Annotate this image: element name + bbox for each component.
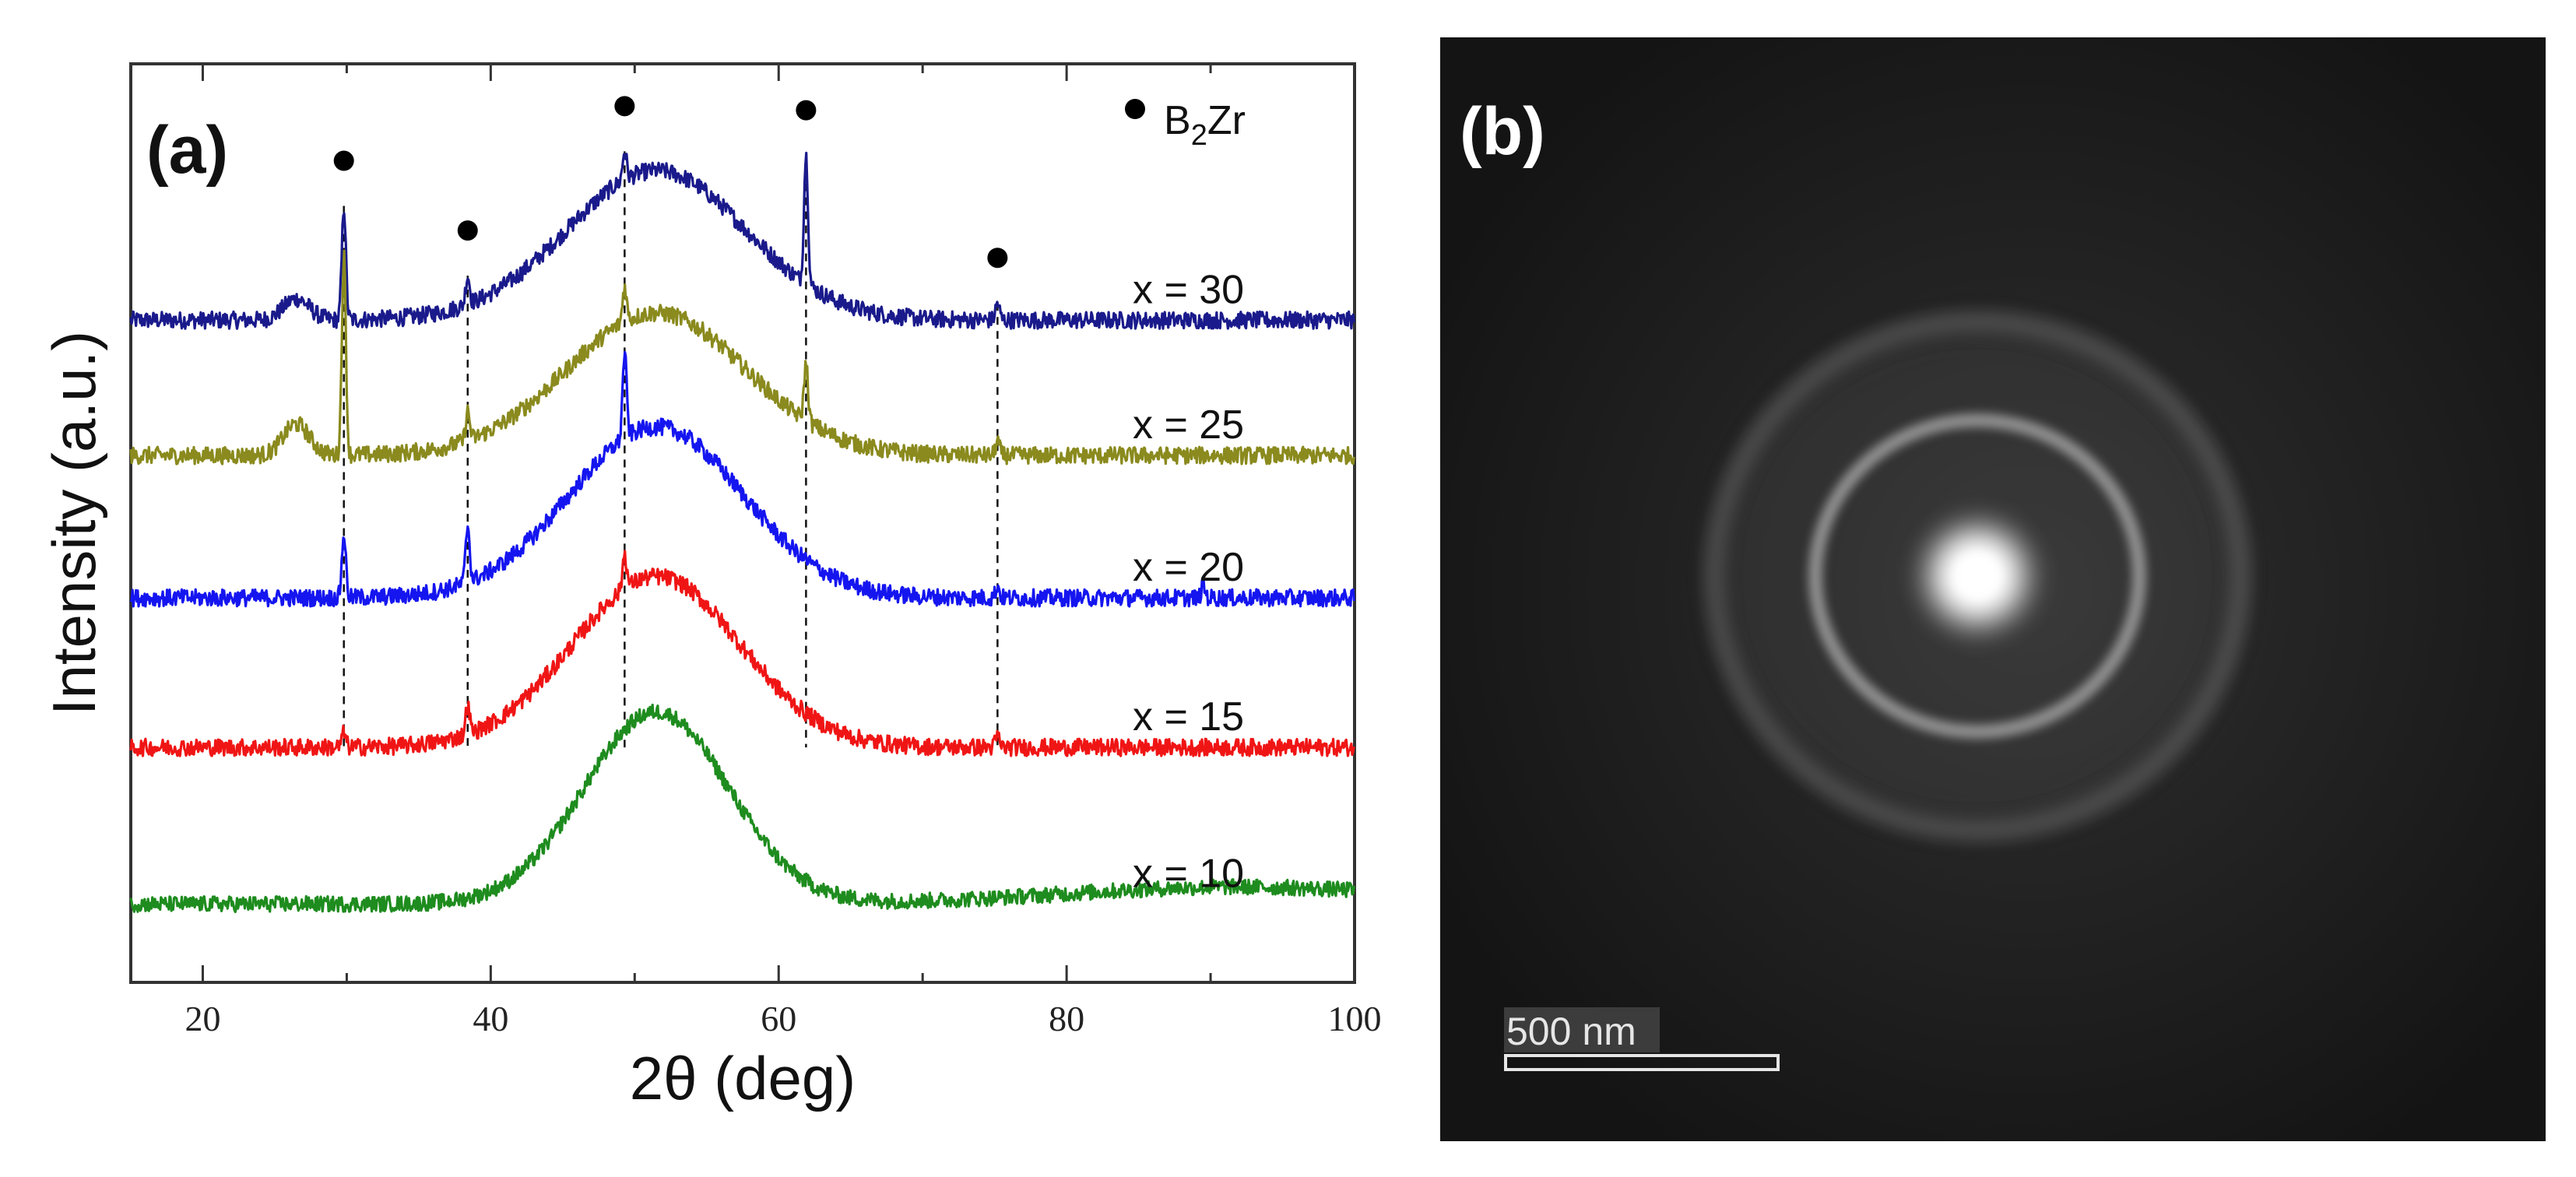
scale-bar-text-bg (1504, 1007, 1660, 1052)
scale-bar-line (1504, 1054, 1780, 1071)
outer-diffraction-ring (1704, 311, 2251, 841)
scale-bar-label: 500 nm (1506, 1010, 1636, 1053)
series-labels: x = 30 x = 25 x = 20 x = 15 x = 10 (1133, 267, 1244, 896)
legend-label: B2Zr (1164, 98, 1246, 152)
series-label-0: x = 30 (1133, 267, 1244, 312)
x-tick-label-60: 60 (761, 999, 796, 1038)
peak-marker-0 (333, 150, 354, 171)
plot-frame (129, 62, 1356, 984)
reference-lines (343, 151, 999, 748)
x-tick-label-80: 80 (1049, 999, 1084, 1038)
panel-label-a: (a) (146, 113, 228, 188)
peak-marker-4 (987, 248, 1008, 269)
center-spot (1956, 554, 1999, 598)
x-tick-label-20: 20 (185, 999, 220, 1038)
legend-text-sub: 2 (1191, 119, 1207, 152)
peak-marker-2 (614, 96, 635, 117)
legend: B2Zr (1125, 98, 1246, 152)
series-line-2 (129, 350, 1355, 608)
series-label-2: x = 20 (1133, 545, 1244, 590)
peak-marker-3 (796, 100, 817, 121)
series-label-4: x = 10 (1133, 851, 1244, 896)
inner-diffraction-ring (1808, 413, 2146, 739)
peak-markers (333, 96, 1008, 269)
series-group (129, 151, 1355, 914)
series-label-3: x = 15 (1133, 694, 1244, 740)
scale-bar: 500 nm (1504, 1007, 1780, 1071)
xrd-chart-panel: 20 40 60 80 100 (a) B2Zr x = 30x = 25x = 20x… (40, 62, 1382, 1112)
y-axis-title: Intensity (a.u.) (40, 331, 108, 715)
legend-text-end: Zr (1207, 98, 1246, 143)
x-axis-ticks: 20 40 60 80 100 (185, 64, 1382, 1038)
panel-label-b: (b) (1460, 94, 1545, 169)
x-tick-label-100: 100 (1328, 999, 1382, 1038)
series-label-1: x = 25 (1133, 402, 1244, 448)
legend-marker-circle (1125, 99, 1145, 119)
series-line-3 (129, 550, 1355, 757)
x-tick-label-40: 40 (473, 999, 508, 1038)
legend-text-main: B (1164, 98, 1191, 143)
series-line-0 (129, 151, 1355, 330)
peak-marker-1 (457, 220, 478, 241)
series-line-1 (129, 249, 1355, 466)
diffraction-image-panel: (b) 500 nm (1440, 37, 2546, 1141)
series-line-4 (129, 703, 1355, 914)
x-axis-title: 2θ (deg) (630, 1044, 856, 1112)
